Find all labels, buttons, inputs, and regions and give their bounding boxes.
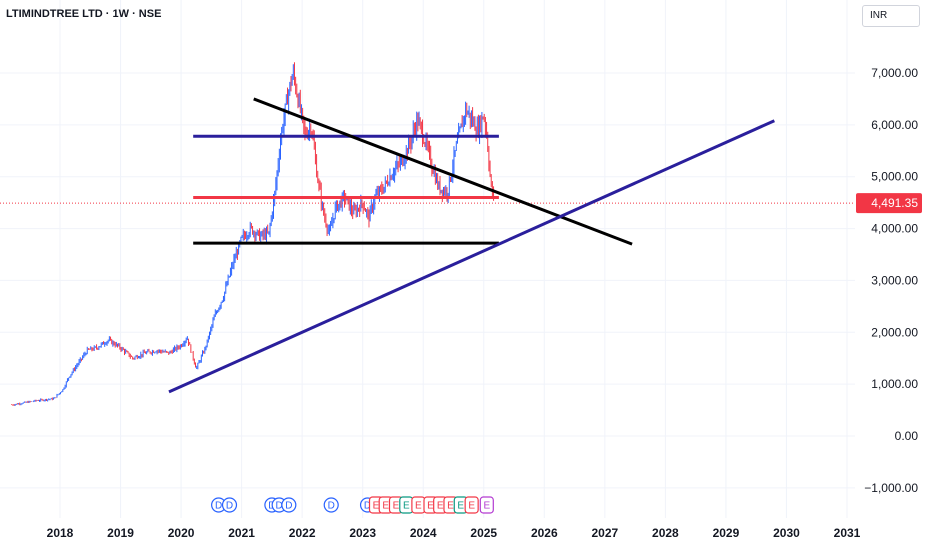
y-tick-label: 3,000.00: [871, 273, 918, 287]
y-tick-label: 6,000.00: [871, 118, 918, 132]
y-tick-label: −1,000.00: [864, 481, 918, 495]
last-price-label: 4,491.35: [856, 193, 922, 214]
svg-text:E: E: [468, 501, 475, 512]
x-tick-label: 2028: [652, 526, 679, 540]
svg-text:E: E: [483, 501, 490, 512]
y-tick-label: 4,000.00: [871, 222, 918, 236]
svg-text:D: D: [285, 501, 292, 512]
y-tick-label: 1,000.00: [871, 377, 918, 391]
events[interactable]: DDDDDDDEEEEEEEEEEE: [211, 496, 494, 514]
dividend-marker[interactable]: D: [221, 497, 238, 513]
x-tick-label: 2026: [531, 526, 558, 540]
drawings[interactable]: [168, 97, 775, 394]
purple-ascending-trendline[interactable]: [168, 119, 775, 394]
price-axis[interactable]: −1,000.00 0.00 1,000.00 2,000.00 3,000.00 4,0…: [864, 66, 918, 495]
svg-text:D: D: [276, 501, 283, 512]
dividend-marker[interactable]: D: [323, 497, 339, 513]
x-tick-label: 2024: [410, 526, 437, 540]
last-price-value: 4,491.35: [871, 196, 918, 210]
currency-selector[interactable]: INR: [862, 5, 920, 27]
y-tick-label: 0.00: [895, 429, 919, 443]
last-price-badge: [856, 193, 922, 214]
symbol-title[interactable]: LTIMINDTREE LTD · 1W · NSE: [6, 8, 162, 20]
svg-text:E: E: [382, 501, 389, 512]
svg-text:E: E: [447, 501, 454, 512]
x-tick-label: 2023: [349, 526, 376, 540]
x-tick-label: 2021: [228, 526, 255, 540]
x-tick-label: 2018: [47, 526, 74, 540]
x-tick-label: 2031: [834, 526, 861, 540]
dividend-marker[interactable]: D: [281, 497, 297, 513]
x-tick-label: 2025: [470, 526, 497, 540]
svg-text:E: E: [415, 501, 422, 512]
x-tick-label: 2029: [713, 526, 740, 540]
svg-text:E: E: [393, 501, 400, 512]
time-axis[interactable]: 2018 2019 2020 2021 2022 2023 2024 2025 2026 2027…: [47, 526, 861, 540]
grid: [0, 0, 855, 518]
svg-text:D: D: [226, 501, 233, 512]
y-tick-label: 2,000.00: [871, 325, 918, 339]
x-tick-label: 2022: [289, 526, 316, 540]
svg-text:E: E: [373, 501, 380, 512]
x-tick-label: 2020: [168, 526, 195, 540]
svg-text:D: D: [328, 501, 335, 512]
svg-text:D: D: [215, 501, 222, 512]
black-descending-trendline[interactable]: [253, 97, 633, 246]
x-tick-label: 2030: [773, 526, 800, 540]
earnings-marker[interactable]: E: [464, 496, 479, 514]
svg-text:E: E: [427, 501, 434, 512]
earnings-marker[interactable]: E: [479, 496, 494, 514]
earnings-marker[interactable]: E: [399, 496, 414, 514]
y-tick-label: 5,000.00: [871, 170, 918, 184]
x-tick-label: 2027: [591, 526, 618, 540]
x-tick-label: 2019: [107, 526, 134, 540]
svg-text:E: E: [437, 501, 444, 512]
svg-text:D: D: [364, 501, 371, 512]
y-tick-label: 7,000.00: [871, 66, 918, 80]
svg-text:E: E: [403, 501, 410, 512]
svg-text:E: E: [457, 501, 464, 512]
earnings-marker[interactable]: E: [411, 496, 426, 514]
